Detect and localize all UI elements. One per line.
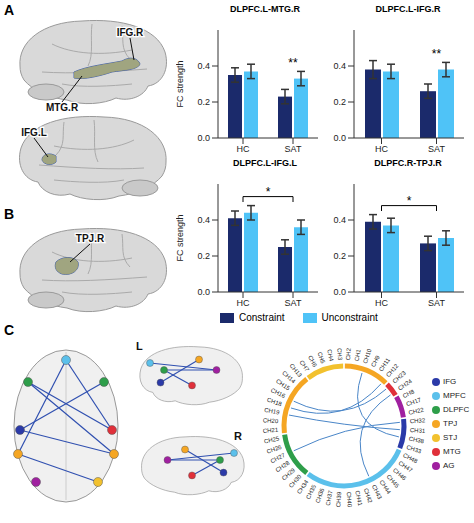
- html-text:Unconstraint: Unconstraint: [321, 312, 378, 323]
- svg-text:CH29: CH29: [280, 466, 297, 482]
- svg-text:CH11: CH11: [377, 356, 392, 373]
- svg-text:CH12: CH12: [384, 362, 400, 379]
- svg-text:CH8: CH8: [402, 388, 416, 399]
- svg-text:CH37: CH37: [325, 489, 334, 506]
- svg-text:CH19: CH19: [264, 407, 281, 416]
- svg-text:MTG: MTG: [443, 447, 461, 456]
- html-text:DLPFC.L-IFG.L: DLPFC.L-IFG.L: [233, 158, 297, 168]
- svg-text:CH42: CH42: [363, 487, 374, 504]
- svg-text:AG: AG: [443, 461, 455, 470]
- svg-text:CH39: CH39: [335, 491, 342, 507]
- svg-text:CH36: CH36: [315, 487, 326, 504]
- svg-text:CH40: CH40: [346, 492, 353, 508]
- svg-text:0.0: 0.0: [197, 287, 210, 297]
- html-text:DLPFC.L-MTG.R: DLPFC.L-MTG.R: [230, 4, 300, 14]
- svg-text:0.2: 0.2: [333, 97, 346, 107]
- svg-text:CH6: CH6: [307, 355, 318, 369]
- svg-text:HC: HC: [237, 298, 250, 308]
- svg-text:CH4: CH4: [326, 349, 334, 363]
- html-text:C: C: [4, 322, 15, 338]
- html-text:B: B: [4, 206, 15, 222]
- svg-text:CH34: CH34: [296, 479, 310, 496]
- svg-text:**: **: [288, 56, 298, 70]
- svg-text:DLPFC: DLPFC: [443, 405, 469, 414]
- svg-text:CH26: CH26: [266, 444, 283, 455]
- html-text:Constraint: Constraint: [239, 312, 285, 323]
- html-text:DLPFC.L-IFG.R: DLPFC.L-IFG.R: [375, 4, 441, 14]
- svg-text:SAT: SAT: [285, 298, 302, 308]
- svg-text:CH24: CH24: [397, 378, 414, 392]
- svg-text:CH25: CH25: [264, 435, 281, 444]
- svg-text:FC strength: FC strength: [176, 60, 185, 107]
- svg-text:CH14: CH14: [281, 369, 297, 385]
- svg-text:CH31: CH31: [410, 427, 426, 434]
- svg-text:TPJ.R: TPJ.R: [76, 233, 105, 244]
- svg-text:CH45: CH45: [385, 473, 401, 489]
- svg-text:CH18: CH18: [266, 397, 283, 408]
- svg-text:0.2: 0.2: [333, 251, 346, 261]
- svg-text:CH41: CH41: [354, 490, 363, 507]
- svg-text:IFG: IFG: [443, 377, 456, 386]
- svg-text:CH16: CH16: [269, 387, 287, 400]
- svg-text:CH30: CH30: [287, 473, 303, 489]
- svg-text:CH38: CH38: [408, 436, 425, 445]
- svg-text:CH17: CH17: [405, 396, 422, 407]
- svg-text:CH13: CH13: [288, 362, 304, 379]
- svg-text:CH22: CH22: [408, 407, 425, 416]
- svg-text:CH23: CH23: [391, 369, 407, 385]
- svg-text:*: *: [266, 185, 271, 199]
- svg-text:HC: HC: [237, 144, 250, 154]
- svg-text:0.2: 0.2: [197, 251, 210, 261]
- svg-text:CH33: CH33: [405, 444, 423, 455]
- svg-text:R: R: [234, 430, 242, 442]
- svg-text:SAT: SAT: [428, 144, 445, 154]
- svg-text:CH27: CH27: [270, 452, 287, 464]
- svg-text:CH28: CH28: [274, 459, 291, 474]
- svg-text:SAT: SAT: [285, 144, 302, 154]
- svg-text:MPFC: MPFC: [443, 391, 466, 400]
- svg-text:CH47: CH47: [397, 459, 414, 474]
- svg-text:CH7: CH7: [299, 359, 311, 373]
- svg-text:0.0: 0.0: [333, 133, 346, 143]
- svg-text:0.0: 0.0: [197, 133, 210, 143]
- svg-text:CH46: CH46: [391, 466, 408, 482]
- svg-text:CH15: CH15: [274, 378, 291, 392]
- svg-text:0.4: 0.4: [333, 61, 346, 71]
- svg-text:**: **: [432, 47, 442, 61]
- svg-text:TPJ: TPJ: [443, 419, 457, 428]
- svg-text:CH20: CH20: [263, 417, 279, 424]
- svg-text:0.2: 0.2: [197, 97, 210, 107]
- svg-text:0.4: 0.4: [197, 215, 210, 225]
- svg-text:SAT: SAT: [428, 298, 445, 308]
- svg-text:MTG.R: MTG.R: [46, 102, 79, 112]
- svg-text:STJ: STJ: [443, 433, 457, 442]
- svg-text:CH44: CH44: [378, 479, 392, 496]
- svg-text:CH21: CH21: [263, 427, 279, 434]
- svg-text:CH10: CH10: [362, 347, 373, 365]
- svg-text:IFG.L: IFG.L: [21, 127, 47, 138]
- svg-text:FC strength: FC strength: [176, 214, 185, 261]
- svg-text:*: *: [407, 194, 412, 208]
- svg-text:IFG.R: IFG.R: [117, 27, 144, 38]
- html-text:A: A: [4, 2, 15, 18]
- svg-text:0.4: 0.4: [333, 215, 346, 225]
- svg-text:CH1: CH1: [354, 348, 362, 362]
- svg-text:CH43: CH43: [370, 483, 383, 501]
- svg-text:CH5: CH5: [316, 351, 326, 365]
- svg-text:0.4: 0.4: [197, 61, 210, 71]
- svg-text:CH48: CH48: [402, 452, 419, 465]
- svg-text:HC: HC: [375, 144, 388, 154]
- svg-text:CH35: CH35: [305, 483, 318, 501]
- svg-text:0.0: 0.0: [333, 287, 346, 297]
- svg-text:HC: HC: [375, 298, 388, 308]
- svg-text:L: L: [136, 340, 143, 352]
- svg-text:CH32: CH32: [410, 417, 426, 424]
- svg-text:CH9: CH9: [370, 354, 381, 368]
- html-text:DLPFC.R-TPJ.R: DLPFC.R-TPJ.R: [374, 158, 442, 168]
- svg-text:CH2: CH2: [345, 347, 352, 360]
- svg-text:CH3: CH3: [336, 348, 343, 361]
